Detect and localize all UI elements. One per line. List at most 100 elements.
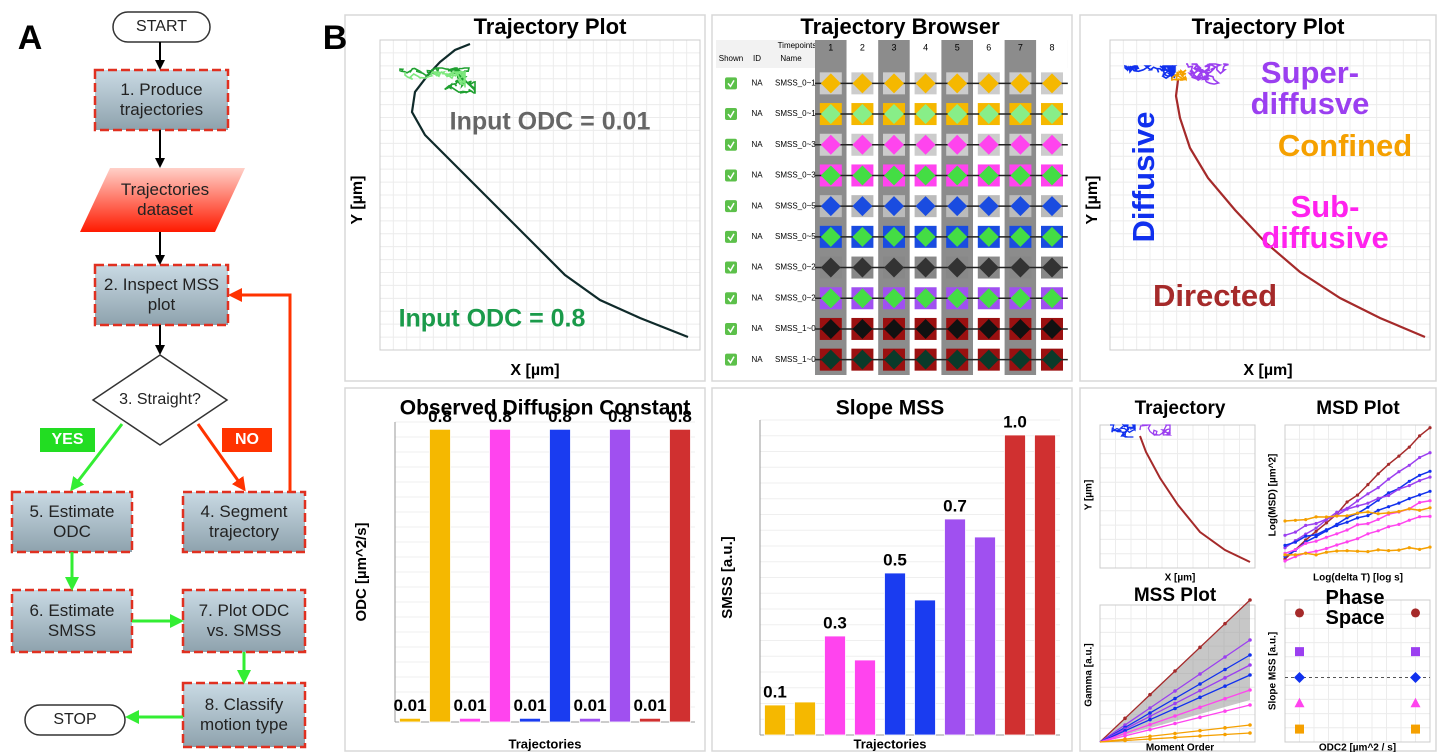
data-label: 0.7 xyxy=(943,496,967,515)
checkbox[interactable] xyxy=(725,77,737,89)
mss-point xyxy=(1223,655,1227,659)
msd-point xyxy=(1315,533,1318,536)
checkbox[interactable] xyxy=(725,323,737,335)
mss-point xyxy=(1148,711,1152,715)
msd-point xyxy=(1283,534,1286,537)
data-label: 0.01 xyxy=(633,696,666,715)
msd-point xyxy=(1294,531,1297,534)
msd-point xyxy=(1418,434,1421,437)
row-name: SMSS_0~5 xyxy=(775,232,816,241)
msd-point xyxy=(1315,530,1318,533)
mss-point xyxy=(1198,716,1202,720)
mss-point xyxy=(1148,723,1152,727)
msd-point xyxy=(1377,497,1380,500)
column-header: 3 xyxy=(891,42,896,52)
annotation: Confined xyxy=(1265,125,1425,165)
msd-point xyxy=(1418,509,1421,512)
panel-frame xyxy=(1080,388,1436,751)
data-label: 1.0 xyxy=(1003,412,1027,431)
msd-point xyxy=(1397,470,1400,473)
checkbox[interactable] xyxy=(725,108,737,120)
chart-title: Phase Space xyxy=(1320,585,1390,631)
bar xyxy=(400,718,421,722)
panel-title: MSD Plot xyxy=(1316,398,1400,419)
mss-point xyxy=(1148,728,1152,732)
row-id: NA xyxy=(751,140,763,149)
msd-point xyxy=(1356,537,1359,540)
axis-label: X [µm] xyxy=(1243,362,1292,379)
msd-point xyxy=(1356,511,1359,514)
column-header: 4 xyxy=(923,42,928,52)
mss-point xyxy=(1223,709,1227,713)
msd-point xyxy=(1428,506,1431,509)
axis-label: SMSS [a.u.] xyxy=(719,536,736,619)
msd-point xyxy=(1346,549,1349,552)
mss-point xyxy=(1173,736,1177,740)
node-label: Trajectories dataset xyxy=(95,170,235,230)
row-name: SMSS_0~1 xyxy=(775,109,816,118)
panel-label: B xyxy=(323,19,348,57)
msd-point xyxy=(1346,521,1349,524)
checkbox[interactable] xyxy=(725,139,737,151)
terminal-label: START xyxy=(113,12,210,42)
mss-point xyxy=(1173,707,1177,711)
point xyxy=(1294,672,1305,683)
checkbox[interactable] xyxy=(725,169,737,181)
msd-point xyxy=(1387,494,1390,497)
annotation: Sub-diffusive xyxy=(1250,182,1400,262)
msd-point xyxy=(1418,515,1421,518)
checkbox[interactable] xyxy=(725,200,737,212)
msd-point xyxy=(1283,553,1286,556)
msd-point xyxy=(1315,522,1318,525)
axis-label: Y [µm] xyxy=(1084,176,1101,225)
row-name: SMSS_1~0 xyxy=(775,355,816,364)
column-header: 5 xyxy=(955,42,960,52)
bar xyxy=(945,519,966,735)
msd-point xyxy=(1418,479,1421,482)
msd-point xyxy=(1397,502,1400,505)
axis-label: Trajectories xyxy=(854,736,927,751)
msd-point xyxy=(1346,540,1349,543)
msd-point xyxy=(1304,542,1307,545)
checkbox[interactable] xyxy=(725,354,737,366)
msd-point xyxy=(1366,506,1369,509)
msd-point xyxy=(1408,497,1411,500)
msd-point xyxy=(1366,514,1369,517)
edge-label: YES xyxy=(40,428,95,452)
msd-point xyxy=(1335,514,1338,517)
mss-point xyxy=(1198,646,1202,650)
mss-point xyxy=(1123,739,1127,743)
column-header: 8 xyxy=(1049,42,1054,52)
msd-point xyxy=(1428,515,1431,518)
msd-point xyxy=(1366,502,1369,505)
mss-point xyxy=(1173,669,1177,673)
bar xyxy=(915,600,936,735)
trajectory-path xyxy=(1140,436,1250,562)
msd-point xyxy=(1408,484,1411,487)
data-label: 0.8 xyxy=(608,407,632,426)
bar xyxy=(550,429,571,722)
mss-point xyxy=(1148,693,1152,697)
checkbox[interactable] xyxy=(725,292,737,304)
msd-point xyxy=(1428,476,1431,479)
mss-point xyxy=(1248,598,1252,602)
column-header: Timepoints xyxy=(778,41,817,50)
msd-point xyxy=(1304,535,1307,538)
bar xyxy=(825,636,846,735)
point xyxy=(1295,725,1304,734)
msd-point xyxy=(1418,493,1421,496)
msd-point xyxy=(1377,486,1380,489)
annotation: Super-diffusve xyxy=(1245,48,1375,128)
checkbox[interactable] xyxy=(725,231,737,243)
arrow xyxy=(231,295,290,492)
mss-point xyxy=(1198,729,1202,733)
msd-point xyxy=(1283,544,1286,547)
msd-point xyxy=(1304,552,1307,555)
checkbox[interactable] xyxy=(725,262,737,274)
mss-point xyxy=(1198,672,1202,676)
mss-point xyxy=(1223,622,1227,626)
trajectory-cluster xyxy=(1186,64,1229,84)
msd-point xyxy=(1377,472,1380,475)
msd-point xyxy=(1356,504,1359,507)
msd-point xyxy=(1325,551,1328,554)
